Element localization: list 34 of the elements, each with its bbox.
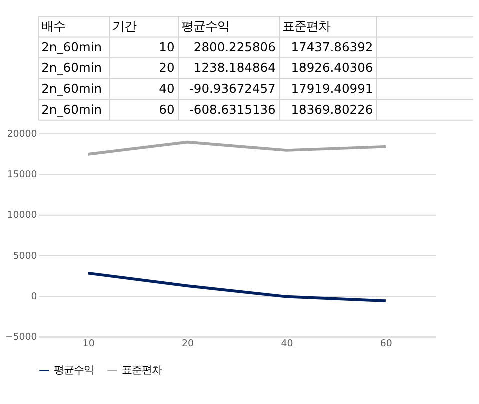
text: 18926.40306 [291,61,374,76]
line-series [86,140,388,156]
text: 20 [159,61,175,76]
text: 표준편차 [282,20,330,34]
y-tick-label: 10000 [7,210,38,222]
y-tick-label: 15000 [7,170,38,181]
legend-label: 평균수익 [54,364,94,377]
text: 2n_60min [42,40,102,54]
text: 2800.225806 [194,40,276,54]
text: 1238.184864 [194,61,276,76]
text: 기간 [112,20,136,34]
text: 40 [159,82,175,96]
text: 17919.40991 [291,82,374,96]
y-tick-label: 20000 [7,128,38,140]
text: -608.6315136 [190,102,276,117]
x-tick-label: 10 [82,338,95,350]
text: 10 [159,40,175,54]
legend-label: 표준편차 [122,364,162,377]
text: -90.93672457 [190,82,276,96]
line-series [86,272,388,302]
x-tick-label: 20 [182,338,194,350]
text: 60 [159,102,175,117]
text: 17437.86392 [291,40,374,54]
x-tick-label: 60 [380,338,392,350]
y-tick-label: 5000 [13,250,38,262]
text: 2n_60min [42,102,102,117]
x-tick-label: 40 [281,338,294,350]
y-tick-label: −5000 [5,332,38,344]
text: 2n_60min [42,61,102,76]
text: 2n_60min [42,82,102,96]
text: 18369.80226 [291,102,374,117]
text: 배수 [42,20,66,34]
y-tick-label: 0 [31,291,38,302]
text: 평균수익 [181,20,230,34]
